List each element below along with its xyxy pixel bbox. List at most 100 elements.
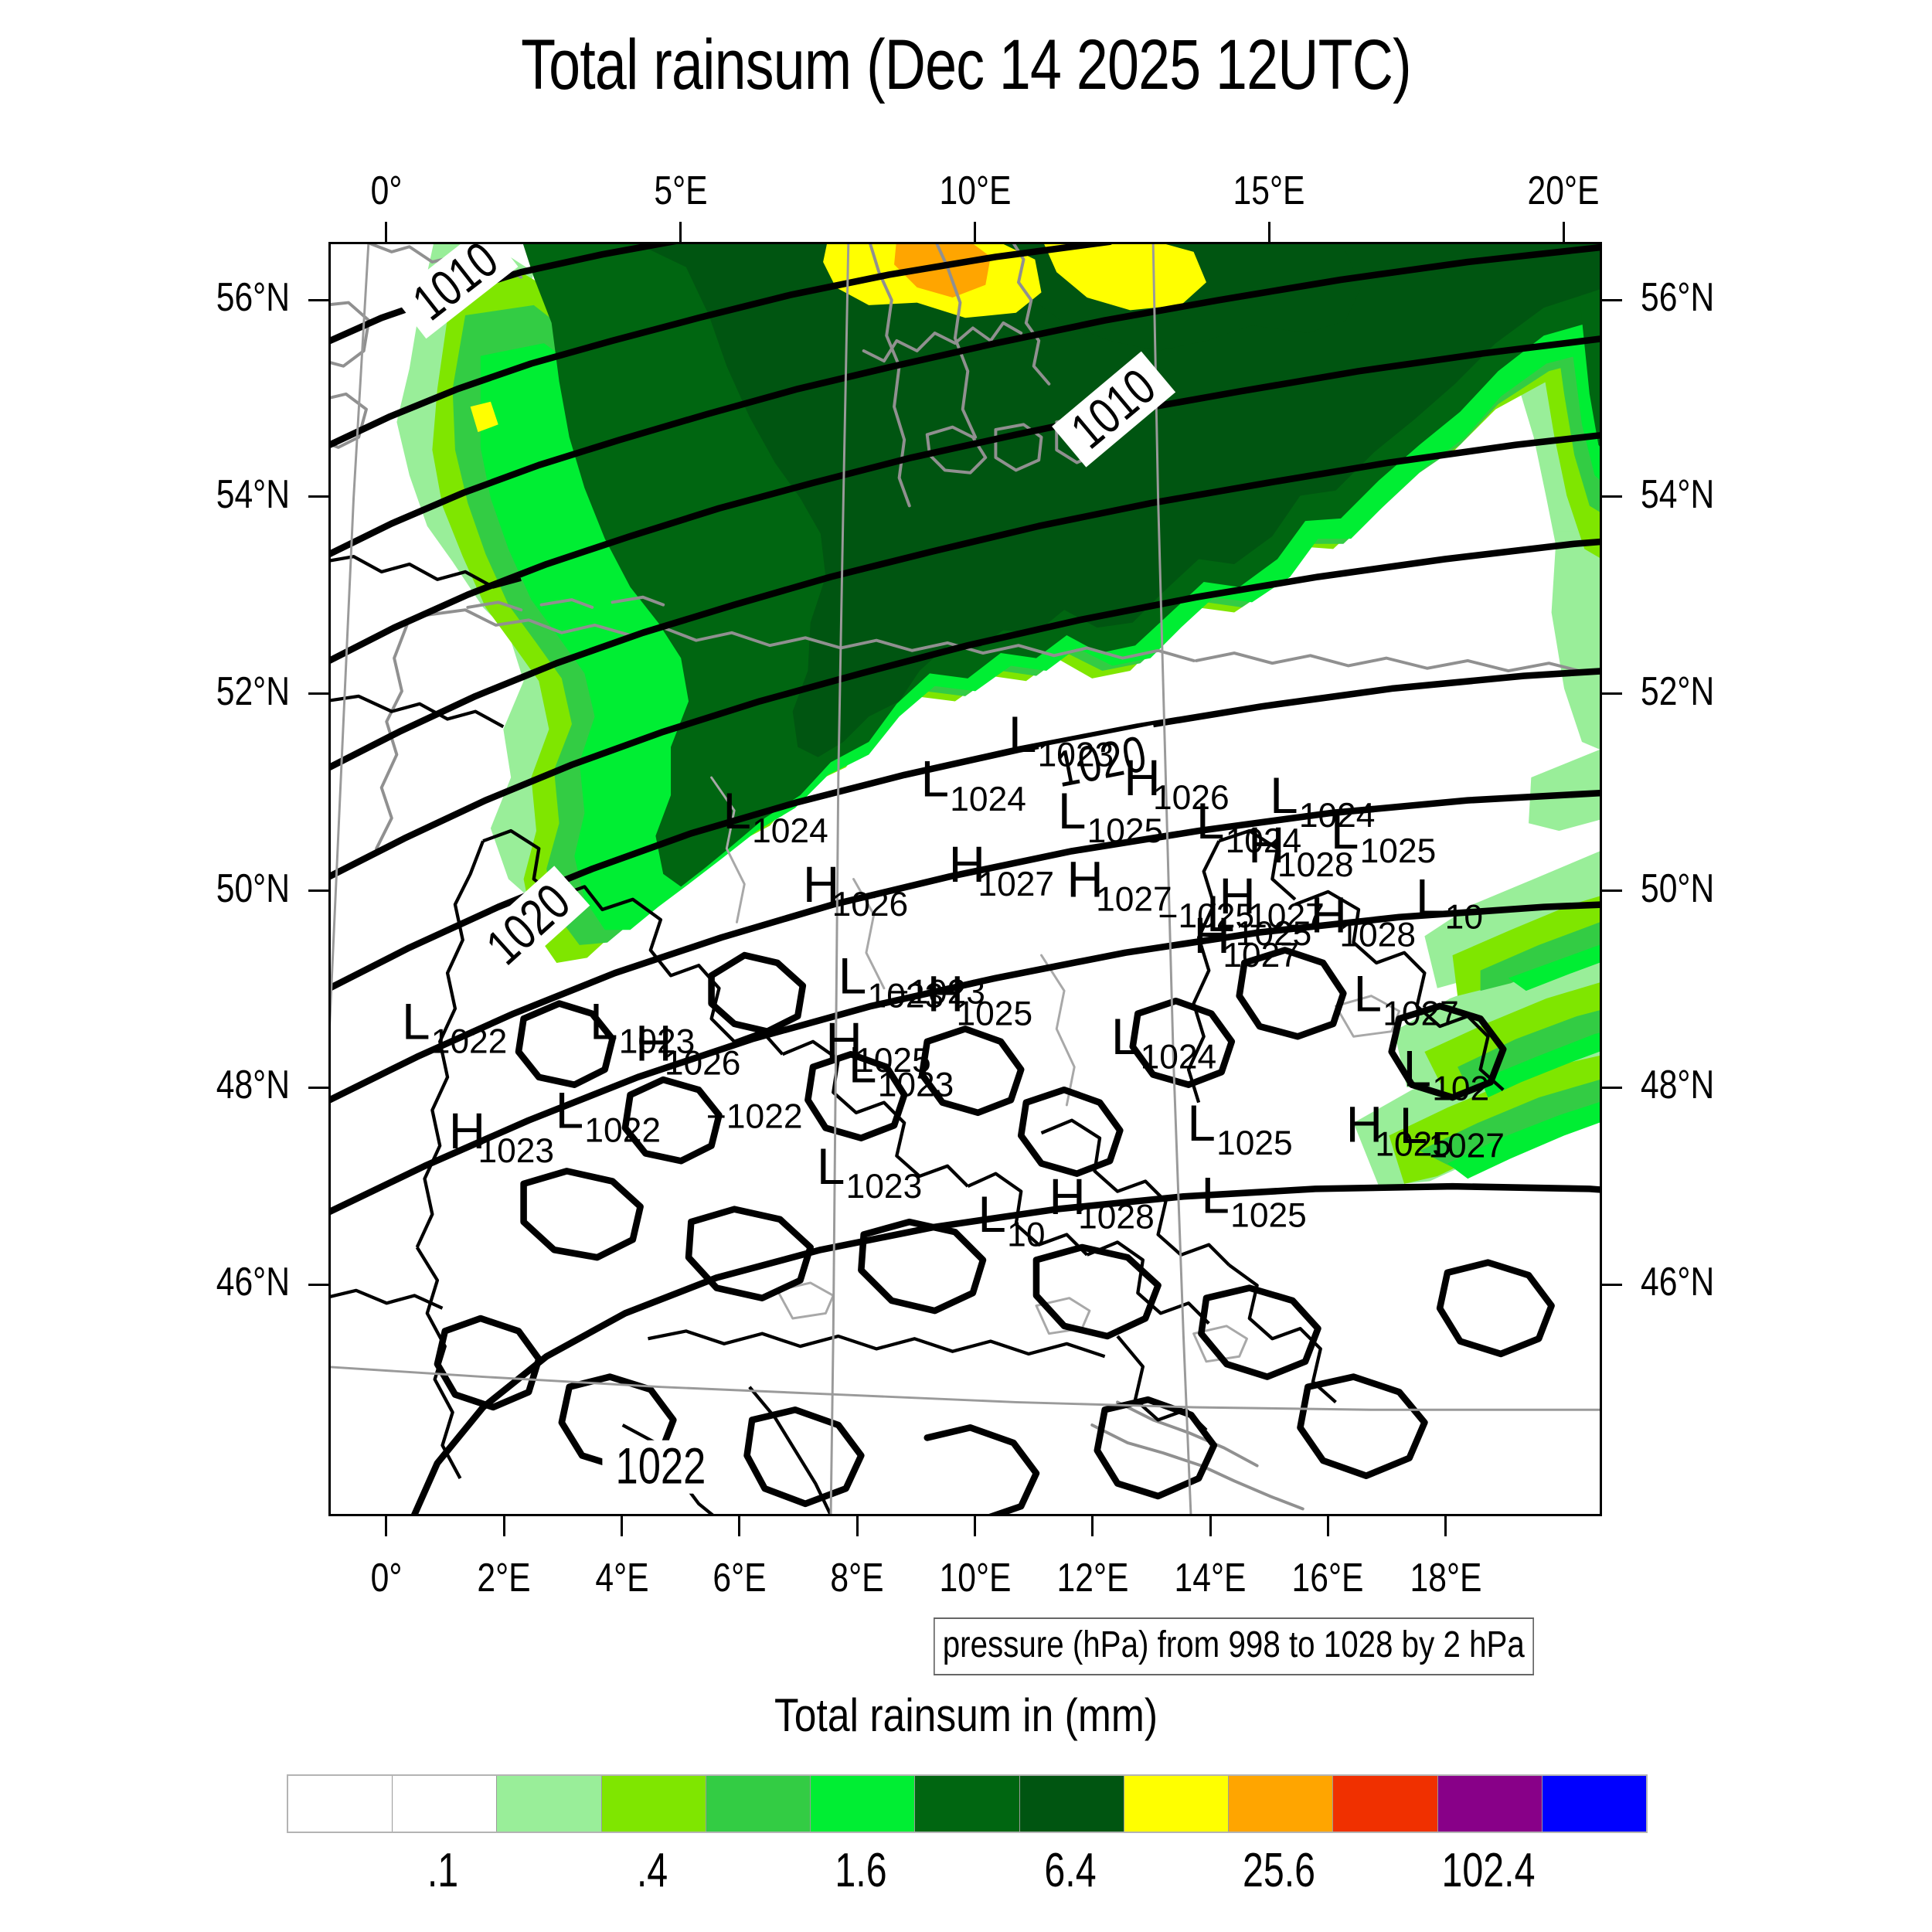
- axis-label-top-3: 15°E: [1233, 168, 1305, 213]
- pressure-center-symbol: H: [949, 836, 985, 893]
- pressure-center-value: 1028: [1339, 917, 1416, 954]
- pressure-center-symbol: L: [402, 994, 430, 1050]
- precipitation-shading: [396, 244, 1600, 1187]
- pressure-center-value: 1023: [478, 1132, 554, 1170]
- pressure-center-symbol: L: [1009, 706, 1037, 763]
- pressure-center-l: L 1023: [1009, 706, 1114, 774]
- pressure-center-symbol: L: [1403, 1040, 1431, 1097]
- axis-tick-top: [385, 222, 388, 242]
- pressure-center-value: 1027: [1096, 881, 1172, 919]
- pressure-center-symbol: L: [1111, 1009, 1140, 1065]
- pressure-center-symbol: H: [1049, 1168, 1085, 1225]
- axis-label-right-2: 52°N: [1641, 668, 1715, 714]
- pressure-center-value: 1023: [868, 977, 944, 1015]
- axis-label-right-1: 54°N: [1641, 471, 1715, 517]
- axis-tick-top: [974, 222, 977, 242]
- axis-tick-bottom: [1209, 1516, 1212, 1536]
- pressure-center-l: L 1024: [1270, 767, 1375, 835]
- pressure-center-value: 1025: [1087, 812, 1164, 850]
- pressure-center-symbol: L: [1353, 965, 1382, 1022]
- colorbar-label-4: 25.6: [1243, 1844, 1316, 1897]
- colorbar-label-3: 6.4: [1044, 1844, 1097, 1897]
- pressure-center-symbol: L: [921, 751, 950, 808]
- axis-label-right-0: 56°N: [1641, 275, 1715, 321]
- axis-tick-left: [308, 1086, 328, 1089]
- pressure-center-l: L 1022: [402, 994, 507, 1061]
- colorbar-cell-3: [601, 1776, 706, 1832]
- pressure-center-value: 1022: [584, 1112, 661, 1150]
- axis-tick-top: [1562, 222, 1565, 242]
- map-plot-area: 1010 1010 1020 1020 1022 L 1023 L 1024 H 1026 L 102…: [328, 242, 1602, 1516]
- colorbar-cell-6: [915, 1776, 1020, 1832]
- axis-tick-bottom: [1091, 1516, 1094, 1536]
- colorbar-cell-0: [288, 1776, 393, 1832]
- axis-label-left-3: 50°N: [216, 866, 290, 911]
- pressure-center-symbol: H: [1346, 1097, 1383, 1153]
- pressure-center-value: 1028: [1277, 846, 1354, 884]
- axis-label-bottom-9: 18°E: [1410, 1556, 1482, 1600]
- axis-label-bottom-2: 4°E: [594, 1556, 649, 1600]
- pressure-center-symbol: H: [825, 1012, 862, 1069]
- pressure-center-symbol: H: [1124, 750, 1160, 806]
- colorbar-label-5: 102.4: [1441, 1844, 1536, 1897]
- axis-tick-bottom: [1444, 1516, 1447, 1536]
- axis-label-bottom-8: 16°E: [1291, 1556, 1364, 1600]
- pressure-center-value: 1025: [1216, 1124, 1293, 1162]
- axis-tick-top: [679, 222, 682, 242]
- pressure-center-value: 1023: [878, 1066, 954, 1104]
- axis-label-right-3: 50°N: [1641, 866, 1715, 911]
- pressure-center-value: 1027: [978, 866, 1054, 903]
- axis-tick-bottom: [502, 1516, 505, 1536]
- pressure-center-value: 10: [1007, 1216, 1045, 1253]
- pressure-center-value: 10: [1445, 899, 1483, 937]
- pressure-center-l: L 1027: [1353, 965, 1458, 1032]
- colorbar-cell-7: [1019, 1776, 1124, 1832]
- pressure-center-l: L 1022: [556, 1083, 661, 1150]
- pressure-center-symbol: H: [635, 1015, 672, 1071]
- axis-label-bottom-5: 10°E: [939, 1556, 1011, 1600]
- pressure-center-symbol: L: [1201, 1168, 1230, 1224]
- pressure-center-l: L 1027: [1400, 1097, 1505, 1165]
- pressure-center-l: L 10: [978, 1186, 1045, 1253]
- axis-tick-bottom: [1326, 1516, 1329, 1536]
- pressure-center-value: 1028: [1078, 1198, 1155, 1236]
- pressure-center-symbol: L: [1206, 886, 1235, 942]
- pressure-center-symbol: L: [817, 1138, 845, 1195]
- axis-label-left-1: 54°N: [216, 471, 290, 517]
- pressure-center-symbol: L: [838, 947, 867, 1004]
- colorbar: [287, 1774, 1648, 1833]
- pressure-center-l: L 102: [1403, 1040, 1489, 1107]
- pressure-center-l: L 1025: [1206, 886, 1311, 953]
- pressure-center-l: L 1024: [1196, 793, 1301, 860]
- axis-label-top-4: 20°E: [1527, 168, 1600, 213]
- pressure-center-value: 1023: [1038, 736, 1114, 774]
- axis-label-left-5: 46°N: [216, 1260, 290, 1305]
- axis-tick-bottom: [738, 1516, 741, 1536]
- pressure-center-value: 1025: [957, 995, 1033, 1032]
- pressure-center-symbol: L: [978, 1186, 1006, 1243]
- colorbar-cell-1: [393, 1776, 498, 1832]
- pressure-center-symbol: H: [1311, 886, 1347, 943]
- axis-label-top-2: 10°E: [939, 168, 1011, 213]
- axis-tick-left: [308, 495, 328, 498]
- pressure-center-value: 1024: [1226, 822, 1302, 860]
- colorbar-label-1: .4: [636, 1844, 668, 1897]
- axis-label-bottom-3: 6°E: [713, 1556, 767, 1600]
- pressure-center-l: L 1024: [1111, 1009, 1216, 1076]
- pressure-center-l: L 1023: [590, 994, 695, 1061]
- axis-tick-bottom: [385, 1516, 388, 1536]
- pressure-center-value: 1023: [619, 1023, 696, 1061]
- axis-label-left-0: 56°N: [216, 275, 290, 321]
- pressure-center-l: L 1025: [1058, 783, 1163, 850]
- pressure-center-value: 1025: [1360, 832, 1437, 870]
- axis-label-top-0: 0°: [370, 168, 403, 213]
- axis-label-bottom-0: 0°: [370, 1556, 403, 1600]
